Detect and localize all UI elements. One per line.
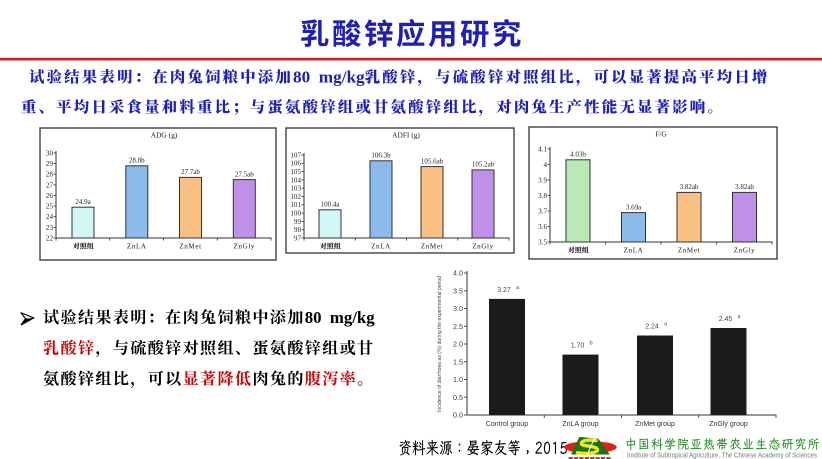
svg-text:22: 22 [46, 234, 54, 242]
svg-text:a: a [664, 322, 668, 328]
svg-text:24: 24 [46, 213, 54, 221]
svg-text:28: 28 [46, 171, 54, 179]
svg-text:ZnMet: ZnMet [179, 243, 201, 251]
svg-text:F/G: F/G [655, 130, 667, 139]
svg-text:99: 99 [294, 218, 302, 226]
svg-text:80 mg/kg: 80 mg/kg [305, 308, 376, 327]
svg-text:3.8: 3.8 [538, 192, 547, 200]
svg-text:ZnGly: ZnGly [472, 243, 494, 251]
svg-text:97: 97 [294, 234, 302, 242]
svg-text:24.9a: 24.9a [75, 198, 91, 206]
svg-text:1.5: 1.5 [453, 357, 463, 366]
svg-text:100: 100 [290, 210, 301, 218]
svg-text:ZnMet: ZnMet [421, 243, 443, 251]
svg-text:106: 106 [290, 160, 301, 168]
svg-text:3.69a: 3.69a [626, 203, 642, 211]
svg-text:28.8b: 28.8b [129, 157, 145, 165]
svg-text:Institute of Subtropical Agric: Institute of Subtropical Agriculture, Th… [627, 452, 817, 459]
svg-text:106.3b: 106.3b [371, 152, 391, 160]
svg-text:a: a [516, 285, 520, 291]
svg-text:b: b [590, 341, 593, 347]
svg-text:103: 103 [290, 185, 301, 193]
svg-text:2.45: 2.45 [719, 316, 733, 323]
svg-text:ADFI (g): ADFI (g) [392, 131, 420, 140]
svg-text:4.03b: 4.03b [570, 151, 586, 159]
svg-text:30: 30 [46, 149, 54, 157]
svg-text:3.0: 3.0 [453, 304, 463, 313]
svg-text:2.5: 2.5 [453, 322, 463, 331]
svg-text:ZnMet group: ZnMet group [635, 421, 675, 428]
svg-text:4.1: 4.1 [538, 145, 547, 153]
svg-text:0.5: 0.5 [453, 393, 463, 402]
svg-text:101: 101 [290, 201, 301, 209]
svg-text:4.0: 4.0 [453, 269, 463, 278]
svg-text:105.2ab: 105.2ab [472, 161, 495, 169]
svg-text:ADG (g): ADG (g) [151, 131, 178, 140]
svg-text:ZnGly: ZnGly [234, 243, 256, 251]
svg-text:104: 104 [290, 176, 301, 184]
svg-text:ZnMet: ZnMet [678, 247, 700, 255]
svg-text:29: 29 [46, 160, 54, 168]
svg-text:ZnLA: ZnLA [127, 243, 147, 251]
svg-text:107: 107 [290, 151, 301, 159]
svg-text:100.4a: 100.4a [321, 201, 341, 209]
svg-text:27: 27 [46, 181, 54, 189]
svg-text:105: 105 [290, 168, 301, 176]
svg-text:3.5: 3.5 [538, 238, 547, 246]
svg-text:23: 23 [46, 224, 54, 232]
svg-text:3.27: 3.27 [497, 287, 511, 294]
svg-text:1.0: 1.0 [453, 375, 463, 384]
svg-text:ZnLA: ZnLA [371, 243, 391, 251]
svg-text:4: 4 [543, 161, 547, 169]
svg-text:80 mg/kg: 80 mg/kg [293, 67, 365, 86]
svg-text:ZnLA: ZnLA [624, 247, 644, 255]
svg-text:ZnGly: ZnGly [734, 247, 756, 255]
svg-text:1.70: 1.70 [571, 343, 585, 350]
svg-text:Control group: Control group [486, 421, 529, 428]
svg-text:25: 25 [46, 203, 54, 211]
svg-text:3.6: 3.6 [538, 223, 547, 231]
svg-text:105.6ab: 105.6ab [421, 157, 444, 165]
svg-text:3.5: 3.5 [453, 286, 463, 295]
svg-text:ZnLA group: ZnLA group [562, 421, 598, 428]
svg-text:3.82ab: 3.82ab [735, 183, 754, 191]
svg-text:0.0: 0.0 [453, 411, 463, 420]
svg-text:98: 98 [294, 226, 302, 234]
svg-text:27.5ab: 27.5ab [235, 170, 254, 178]
svg-text:27.7ab: 27.7ab [181, 168, 200, 176]
svg-text:2.0: 2.0 [453, 340, 463, 349]
svg-text:Incidence of diarrhoea as (%): Incidence of diarrhoea as (%) during the… [437, 276, 443, 412]
svg-text:2.24: 2.24 [645, 324, 659, 331]
svg-text:26: 26 [46, 192, 54, 200]
svg-text:ZnGly group: ZnGly group [709, 421, 748, 428]
svg-text:a: a [738, 314, 742, 320]
svg-text:3.7: 3.7 [538, 207, 547, 215]
svg-text:3.9: 3.9 [538, 176, 547, 184]
svg-text:102: 102 [290, 193, 301, 201]
svg-text:3.82ab: 3.82ab [680, 183, 699, 191]
